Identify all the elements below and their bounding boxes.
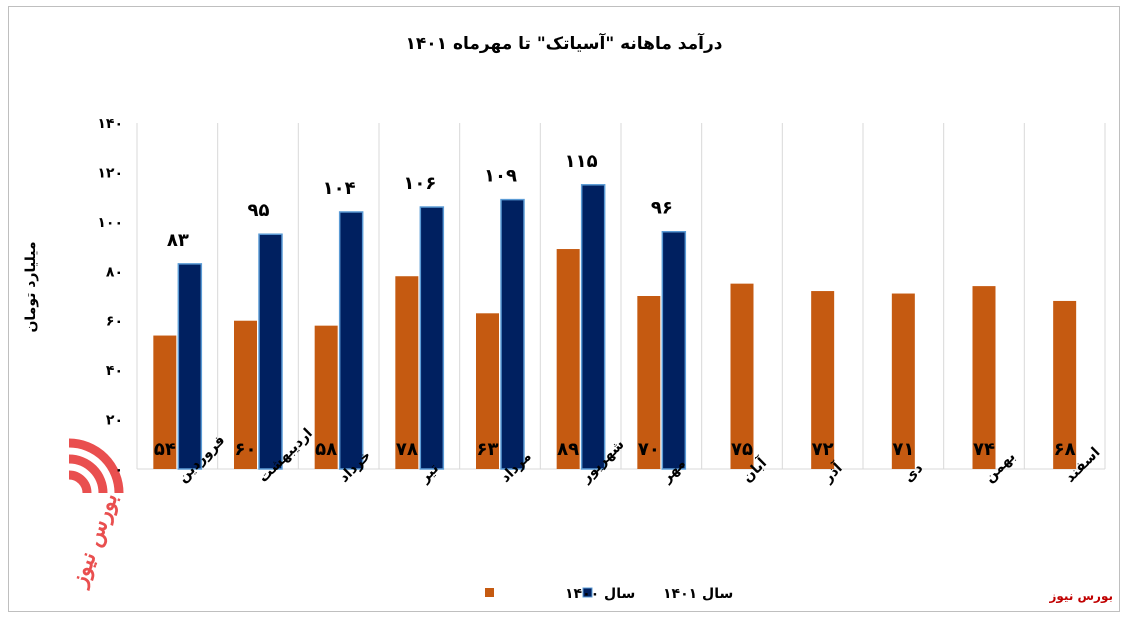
source-label: بورس نیوز [1049,589,1113,603]
data-label-1400: ۶۰ [235,439,257,460]
bar-1401 [500,198,525,470]
legend-swatch-1400 [485,588,494,597]
logo-text: بورس نیوز [65,489,123,591]
bar-1401 [177,263,203,470]
bar-chart: درآمد ماهانه "آسیاتک" تا مهرماه ۱۴۰۱ بور… [23,32,1106,602]
data-label-1400: ۵۴ [154,439,176,460]
y-tick-label: ۲۰ [106,413,123,429]
y-axis-label: میلیارد تومان [23,241,39,332]
data-label-1401: ۹۵ [248,200,270,221]
bar-1400 [314,325,338,469]
y-tick-label: ۱۲۰ [97,165,123,181]
y-tick-label: ۸۰ [106,264,123,280]
bar-1401 [580,184,606,470]
y-tick-label: ۶۰ [106,314,123,330]
chart-title: درآمد ماهانه "آسیاتک" تا مهرماه ۱۴۰۱ [406,32,723,54]
bar-1400 [1053,300,1077,469]
legend-swatch-1401 [582,587,593,598]
y-tick-label: ۱۰۰ [97,215,123,231]
data-label-1401: ۱۱۵ [565,151,598,172]
data-label-1400: ۶۳ [477,439,499,460]
bars: ۵۴ ۸۳ ۶۰ ۹۵ ۵۸ ۱۰۴ ۷۸ ۱۰۶ ۶۳ ۱۰۹ ۸۹ ۱۱۵ ۷۰ ۹۶ ۷۵ ۷۲ ۷۱ ۷۴… [153,151,1077,470]
bar-1400 [972,286,996,469]
legend-label-1401: سال ۱۴۰۱ [663,586,733,602]
y-axis-ticks: ۰ ۲۰ ۴۰ ۶۰ ۸۰ ۱۰۰ ۱۲۰ ۱۴۰ [97,116,123,478]
bar-1400 [637,296,661,469]
data-label-1401: ۱۰۹ [484,166,517,187]
bar-1401 [338,211,364,470]
bar-1400 [153,335,177,469]
bar-1400 [730,283,754,469]
legend-label-1400: سال ۱۴۰۰ [565,586,635,602]
data-label-1400: ۷۵ [731,439,753,460]
data-label-1400: ۷۱ [892,439,914,460]
data-label-1400: ۸۹ [557,439,579,460]
bar-1400 [234,320,257,469]
bar-1400 [395,276,419,469]
bar-1400 [811,291,835,469]
data-label-1400: ۵۸ [315,439,337,460]
data-label-1400: ۷۰ [638,439,660,460]
data-label-1400: ۷۸ [396,439,418,460]
bar-1400 [476,313,499,469]
data-label-1400: ۷۴ [973,439,995,460]
bar-1400 [556,249,580,469]
bar-1401 [419,206,445,470]
bar-1400 [891,293,915,469]
data-label-1401: ۹۶ [651,198,673,219]
bar-1401 [258,233,283,470]
chart-frame: درآمد ماهانه "آسیاتک" تا مهرماه ۱۴۰۱ بور… [8,6,1120,612]
data-label-1401: ۱۰۶ [403,173,436,194]
data-label-1400: ۷۲ [812,439,834,460]
y-tick-label: ۱۴۰ [97,116,123,132]
legend: سال ۱۴۰۱ سال ۱۴۰۰ [485,586,733,602]
grid-lines [136,123,1106,470]
data-label-1401: ۱۰۴ [323,178,356,199]
bar-1401 [661,230,687,470]
y-tick-label: ۴۰ [106,363,123,379]
y-tick-label: ۰ [114,462,123,478]
data-label-1401: ۸۳ [167,230,189,251]
data-label-1400: ۶۸ [1054,439,1076,460]
